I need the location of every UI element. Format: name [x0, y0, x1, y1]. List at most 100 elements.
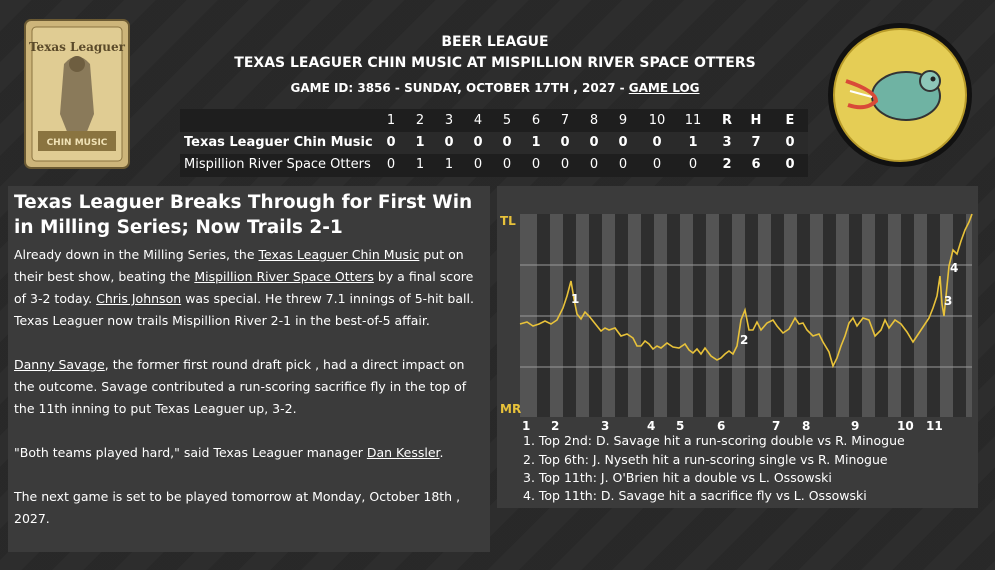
league-name: BEER LEAGUE: [441, 34, 549, 50]
linescore-col-header: 3: [444, 113, 454, 128]
team-name-link[interactable]: Texas Leaguer Chin Music: [184, 135, 373, 150]
home-team-logo[interactable]: [826, 21, 974, 169]
inning-score: 1: [415, 135, 425, 150]
article-paragraph: "Both teams played hard," said Texas Lea…: [14, 442, 488, 464]
inning-score: 0: [444, 135, 454, 150]
text: was special. He threw 7.1 innings of 5-h…: [14, 291, 474, 328]
win-probability-svg: [519, 213, 973, 417]
inning-score: 0: [589, 135, 599, 150]
inning-score: 1: [688, 135, 698, 150]
game-info-text: GAME ID: 3856 - SUNDAY, OCTOBER 17TH , 2…: [290, 81, 629, 95]
linescore-row-home: Mispillion River Space Otters 0 1 1 0 0 …: [180, 154, 808, 176]
player-link[interactable]: Danny Savage: [14, 357, 105, 372]
win-probability-line: [519, 213, 973, 369]
linescore-col-header: 7: [560, 113, 570, 128]
inning-score: 0: [618, 135, 628, 150]
inning-number: 9: [851, 419, 860, 433]
team-link[interactable]: Mispillion River Space Otters: [194, 269, 374, 284]
article-paragraph: Danny Savage, the former first round dra…: [14, 354, 488, 420]
text: "Both teams played hard," said Texas Lea…: [14, 445, 367, 460]
inning-number: 7: [772, 419, 781, 433]
inning-number: 1: [522, 419, 531, 433]
inning-score: 0: [502, 135, 512, 150]
linescore-col-header: 9: [618, 113, 628, 128]
key-event: 3. Top 11th: J. O'Brien hit a double vs …: [523, 470, 832, 485]
team-name-link[interactable]: Mispillion River Space Otters: [184, 157, 371, 172]
event-marker: 2: [740, 333, 749, 347]
game-log-link[interactable]: GAME LOG: [628, 81, 700, 95]
inning-number: 11: [926, 419, 943, 433]
away-team-logo[interactable]: Texas Leaguer CHIN MUSIC: [24, 19, 130, 169]
article-paragraph: Already down in the Milling Series, the …: [14, 244, 488, 332]
inning-score: 0: [652, 157, 662, 172]
inning-score: 0: [560, 157, 570, 172]
inning-score: 0: [502, 157, 512, 172]
inning-score: 0: [386, 157, 396, 172]
game-recap-article: Texas Leaguer Breaks Through for First W…: [8, 186, 490, 552]
team-link[interactable]: Texas Leaguer Chin Music: [258, 247, 420, 262]
inning-number: 5: [676, 419, 685, 433]
errors-total: 0: [785, 157, 795, 172]
event-marker: 3: [944, 294, 953, 308]
linescore-col-header: R: [721, 113, 732, 128]
linescore-col-header: 8: [589, 113, 599, 128]
linescore-header-row: 1 2 3 4 5 6 7 8 9 10 11 R H E: [180, 110, 808, 132]
linescore-col-header: 1: [386, 113, 396, 128]
inning-score: 0: [652, 135, 662, 150]
inning-score: 0: [473, 135, 483, 150]
inning-number: 2: [551, 419, 560, 433]
inning-number: 6: [717, 419, 726, 433]
logo-bottom-text: CHIN MUSIC: [47, 138, 108, 148]
hits-total: 6: [751, 157, 761, 172]
linescore-col-header: 11: [684, 113, 702, 128]
inning-score: 1: [415, 157, 425, 172]
inning-score: 0: [386, 135, 396, 150]
game-info: GAME ID: 3856 - SUNDAY, OCTOBER 17TH , 2…: [180, 81, 810, 95]
inning-score: 1: [531, 135, 541, 150]
article-body: Already down in the Milling Series, the …: [14, 244, 488, 552]
top-team-label: TL: [500, 214, 516, 228]
article-headline: Texas Leaguer Breaks Through for First W…: [14, 192, 473, 238]
win-probability-graph: TL MR 1 2 3 4 5 6 7 8 9 10 11 1 2 3 4 1.…: [497, 186, 978, 508]
event-marker: 4: [950, 261, 959, 275]
linescore-col-header: 4: [473, 113, 483, 128]
manager-link[interactable]: Dan Kessler: [366, 445, 440, 460]
inning-score: 0: [688, 157, 698, 172]
linescore-col-header: 10: [648, 113, 666, 128]
linescore-row-away: Texas Leaguer Chin Music 0 1 0 0 0 1 0 0…: [180, 132, 808, 154]
hits-total: 7: [751, 135, 761, 150]
text: put on their best show, beating the: [14, 247, 464, 284]
linescore-col-header: E: [785, 113, 795, 128]
key-event: 2. Top 6th: J. Nyseth hit a run-scoring …: [523, 452, 888, 467]
inning-number: 8: [802, 419, 811, 433]
event-marker: 1: [571, 292, 580, 306]
inning-score: 0: [560, 135, 570, 150]
inning-score: 1: [444, 157, 454, 172]
text: .: [439, 445, 444, 460]
player-link[interactable]: Chris Johnson: [96, 291, 182, 306]
article-paragraph: The next game is set to be played tomorr…: [14, 489, 461, 526]
text: Already down in the Milling Series, the: [14, 247, 259, 262]
inning-score: 0: [618, 157, 628, 172]
inning-score: 0: [473, 157, 483, 172]
inning-number: 3: [601, 419, 610, 433]
inning-number: 4: [647, 419, 656, 433]
key-event: 4. Top 11th: D. Savage hit a sacrifice f…: [523, 488, 867, 503]
key-event: 1. Top 2nd: D. Savage hit a run-scoring …: [523, 433, 905, 448]
text: by a final score of 3-2 today.: [14, 269, 474, 306]
matchup-title: TEXAS LEAGUER CHIN MUSIC AT MISPILLION R…: [234, 55, 756, 71]
logo-top-text: Texas Leaguer: [29, 40, 126, 54]
runs-total: 2: [722, 157, 732, 172]
inning-score: 0: [589, 157, 599, 172]
linescore-col-header: H: [750, 113, 762, 128]
text: , the former first round draft pick , ha…: [14, 357, 467, 416]
errors-total: 0: [785, 135, 795, 150]
linescore-col-header: 6: [531, 113, 541, 128]
linescore-col-header: 2: [415, 113, 425, 128]
linescore: 1 2 3 4 5 6 7 8 9 10 11 R H E Texas Leag…: [180, 109, 808, 177]
inning-score: 0: [531, 157, 541, 172]
inning-number: 10: [897, 419, 914, 433]
runs-total: 3: [722, 135, 732, 150]
linescore-col-header: 5: [502, 113, 512, 128]
bottom-team-label: MR: [500, 402, 522, 416]
